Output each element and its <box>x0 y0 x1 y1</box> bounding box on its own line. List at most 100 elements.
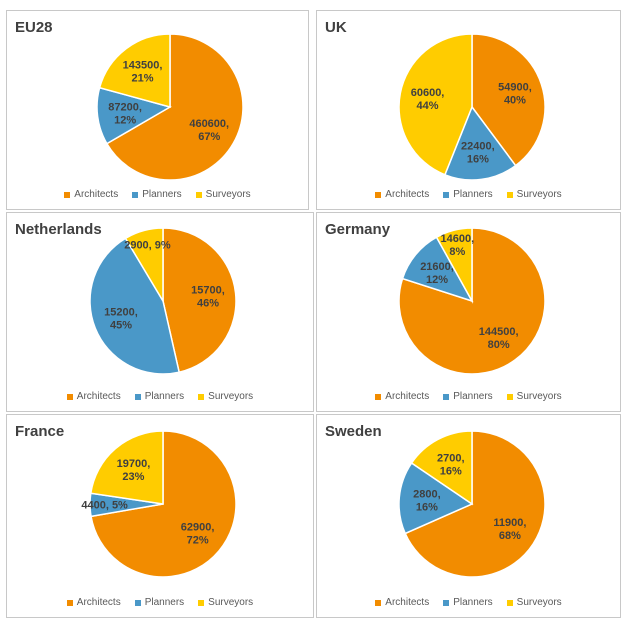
chart-title: Germany <box>325 221 391 238</box>
legend-label: Planners <box>144 597 185 608</box>
pie-slice-surveyors <box>98 33 171 108</box>
data-label-planners: 87200, 12% <box>108 101 142 126</box>
legend-label: Architects <box>385 597 430 608</box>
legend-label: Planners <box>453 597 493 608</box>
pie-chart-sweden: 11900, 68% 2800, 16% 2700, 16% <box>398 430 546 578</box>
chart-panel-germany: 144500, 80% 21600, 12% 14600, 8% Germany Archit… <box>316 212 621 412</box>
legend-swatch <box>64 191 71 198</box>
legend-label: Surveyors <box>208 391 254 402</box>
pie-slice-architects <box>471 33 546 167</box>
legend-label: Surveyors <box>205 189 251 200</box>
legend-swatch <box>66 599 73 606</box>
chart-panel-uk: 54900, 40% 22400, 16% 60600, 44% UK Architects P… <box>316 10 621 210</box>
legend-swatch <box>195 191 202 198</box>
legend-swatch <box>506 393 513 400</box>
pie-chart-france: 62900, 72% 4400, 5% 19700, 23% <box>81 430 237 578</box>
pie-chart-netherlands: 15700, 46% 15200, 45% 2900, 9% <box>89 227 237 375</box>
legend-swatch <box>443 599 450 606</box>
pie-slice-architects <box>398 227 546 375</box>
legend-item-planners: Planners <box>132 189 182 200</box>
pie-chart-germany: 144500, 80% 21600, 12% 14600, 8% <box>398 227 546 375</box>
legend-label: Surveyors <box>516 391 562 402</box>
legend-label: Architects <box>76 597 121 608</box>
pie-slice-surveyors <box>398 33 473 176</box>
legend-label: Architects <box>385 391 430 402</box>
legend-swatch <box>198 599 205 606</box>
legend-label: Planners <box>142 189 182 200</box>
legend-item-surveyors: Surveyors <box>506 597 562 608</box>
legend-swatch <box>375 191 382 198</box>
data-label-architects: 460600, 67% <box>189 118 229 143</box>
legend-label: Planners <box>453 391 493 402</box>
pie-chart-eu28: 460600, 67% 87200, 12% 143500, 21% <box>96 33 244 181</box>
legend-label: Architects <box>74 189 119 200</box>
data-label-architects: 54900, 40% <box>498 81 532 106</box>
data-label-surveyors: 143500, 21% <box>123 60 163 85</box>
chart-legend: Architects Planners Surveyors <box>317 597 620 608</box>
legend-label: Architects <box>76 391 121 402</box>
legend-item-surveyors: Surveyors <box>198 597 253 608</box>
pie-slice-surveyors <box>89 430 164 505</box>
legend-swatch <box>134 599 141 606</box>
pie-slice-architects <box>404 430 546 578</box>
data-label-surveyors: 2900, 9% <box>124 240 171 252</box>
legend-swatch <box>506 191 513 198</box>
pie-slice-planners <box>443 105 517 181</box>
pie-slice-planners <box>398 461 474 535</box>
legend-item-surveyors: Surveyors <box>198 391 253 402</box>
chart-title: Sweden <box>325 423 382 440</box>
legend-item-architects: Architects <box>64 189 118 200</box>
data-label-planners: 4400, 5% <box>81 500 128 512</box>
legend-swatch <box>198 393 205 400</box>
data-label-architects: 144500, 80% <box>479 326 519 351</box>
legend-swatch <box>443 191 450 198</box>
data-label-architects: 11900, 68% <box>493 517 526 542</box>
data-label-planners: 22400, 16% <box>461 140 495 165</box>
pie-slice-planners <box>96 86 172 145</box>
legend-label: Surveyors <box>516 597 562 608</box>
legend-item-architects: Architects <box>66 391 121 402</box>
data-label-surveyors: 19700, 23% <box>117 458 151 483</box>
chart-legend: Architects Planners Surveyors <box>7 597 313 608</box>
legend-item-surveyors: Surveyors <box>506 189 562 200</box>
data-label-surveyors: 14600, 8% <box>441 233 475 258</box>
legend-swatch <box>132 191 139 198</box>
legend-swatch <box>375 599 382 606</box>
legend-label: Planners <box>144 391 185 402</box>
legend-item-planners: Planners <box>443 391 493 402</box>
data-label-architects: 62900, 72% <box>181 522 215 547</box>
data-label-planners: 2800, 16% <box>413 488 441 513</box>
legend-label: Architects <box>385 189 430 200</box>
chart-legend: Architects Planners Surveyors <box>317 189 620 200</box>
legend-swatch <box>443 393 450 400</box>
legend-swatch <box>506 599 513 606</box>
legend-swatch <box>375 393 382 400</box>
legend-item-planners: Planners <box>443 597 493 608</box>
chart-title: Netherlands <box>15 221 102 238</box>
chart-panel-france: 62900, 72% 4400, 5% 19700, 23% France Architec… <box>6 414 314 618</box>
legend-item-architects: Architects <box>66 597 121 608</box>
data-label-planners: 21600, 12% <box>420 261 454 286</box>
legend-label: Surveyors <box>516 189 562 200</box>
data-label-surveyors: 2700, 16% <box>437 453 465 478</box>
legend-item-architects: Architects <box>375 391 429 402</box>
pie-chart-uk: 54900, 40% 22400, 16% 60600, 44% <box>398 33 546 181</box>
data-label-surveyors: 60600, 44% <box>411 87 445 112</box>
data-label-architects: 15700, 46% <box>191 284 225 309</box>
legend-item-planners: Planners <box>134 391 185 402</box>
pie-slice-surveyors <box>410 430 473 506</box>
legend-label: Planners <box>453 189 493 200</box>
pie-slice-planners <box>89 237 181 375</box>
pie-slice-surveyors <box>124 227 164 304</box>
chart-title: EU28 <box>15 19 53 36</box>
legend-item-architects: Architects <box>375 597 429 608</box>
chart-panel-eu28: 460600, 67% 87200, 12% 143500, 21% EU28 Archite… <box>6 10 309 210</box>
pie-slice-architects <box>162 227 237 374</box>
legend-label: Surveyors <box>208 597 254 608</box>
chart-legend: Architects Planners Surveyors <box>7 189 308 200</box>
chart-panel-netherlands: 15700, 46% 15200, 45% 2900, 9% Netherlands Arc… <box>6 212 314 412</box>
legend-item-surveyors: Surveyors <box>195 189 251 200</box>
pie-slice-surveyors <box>435 227 473 304</box>
chart-panel-sweden: 11900, 68% 2800, 16% 2700, 16% Sweden Architect… <box>316 414 621 618</box>
data-label-planners: 15200, 45% <box>104 306 138 331</box>
